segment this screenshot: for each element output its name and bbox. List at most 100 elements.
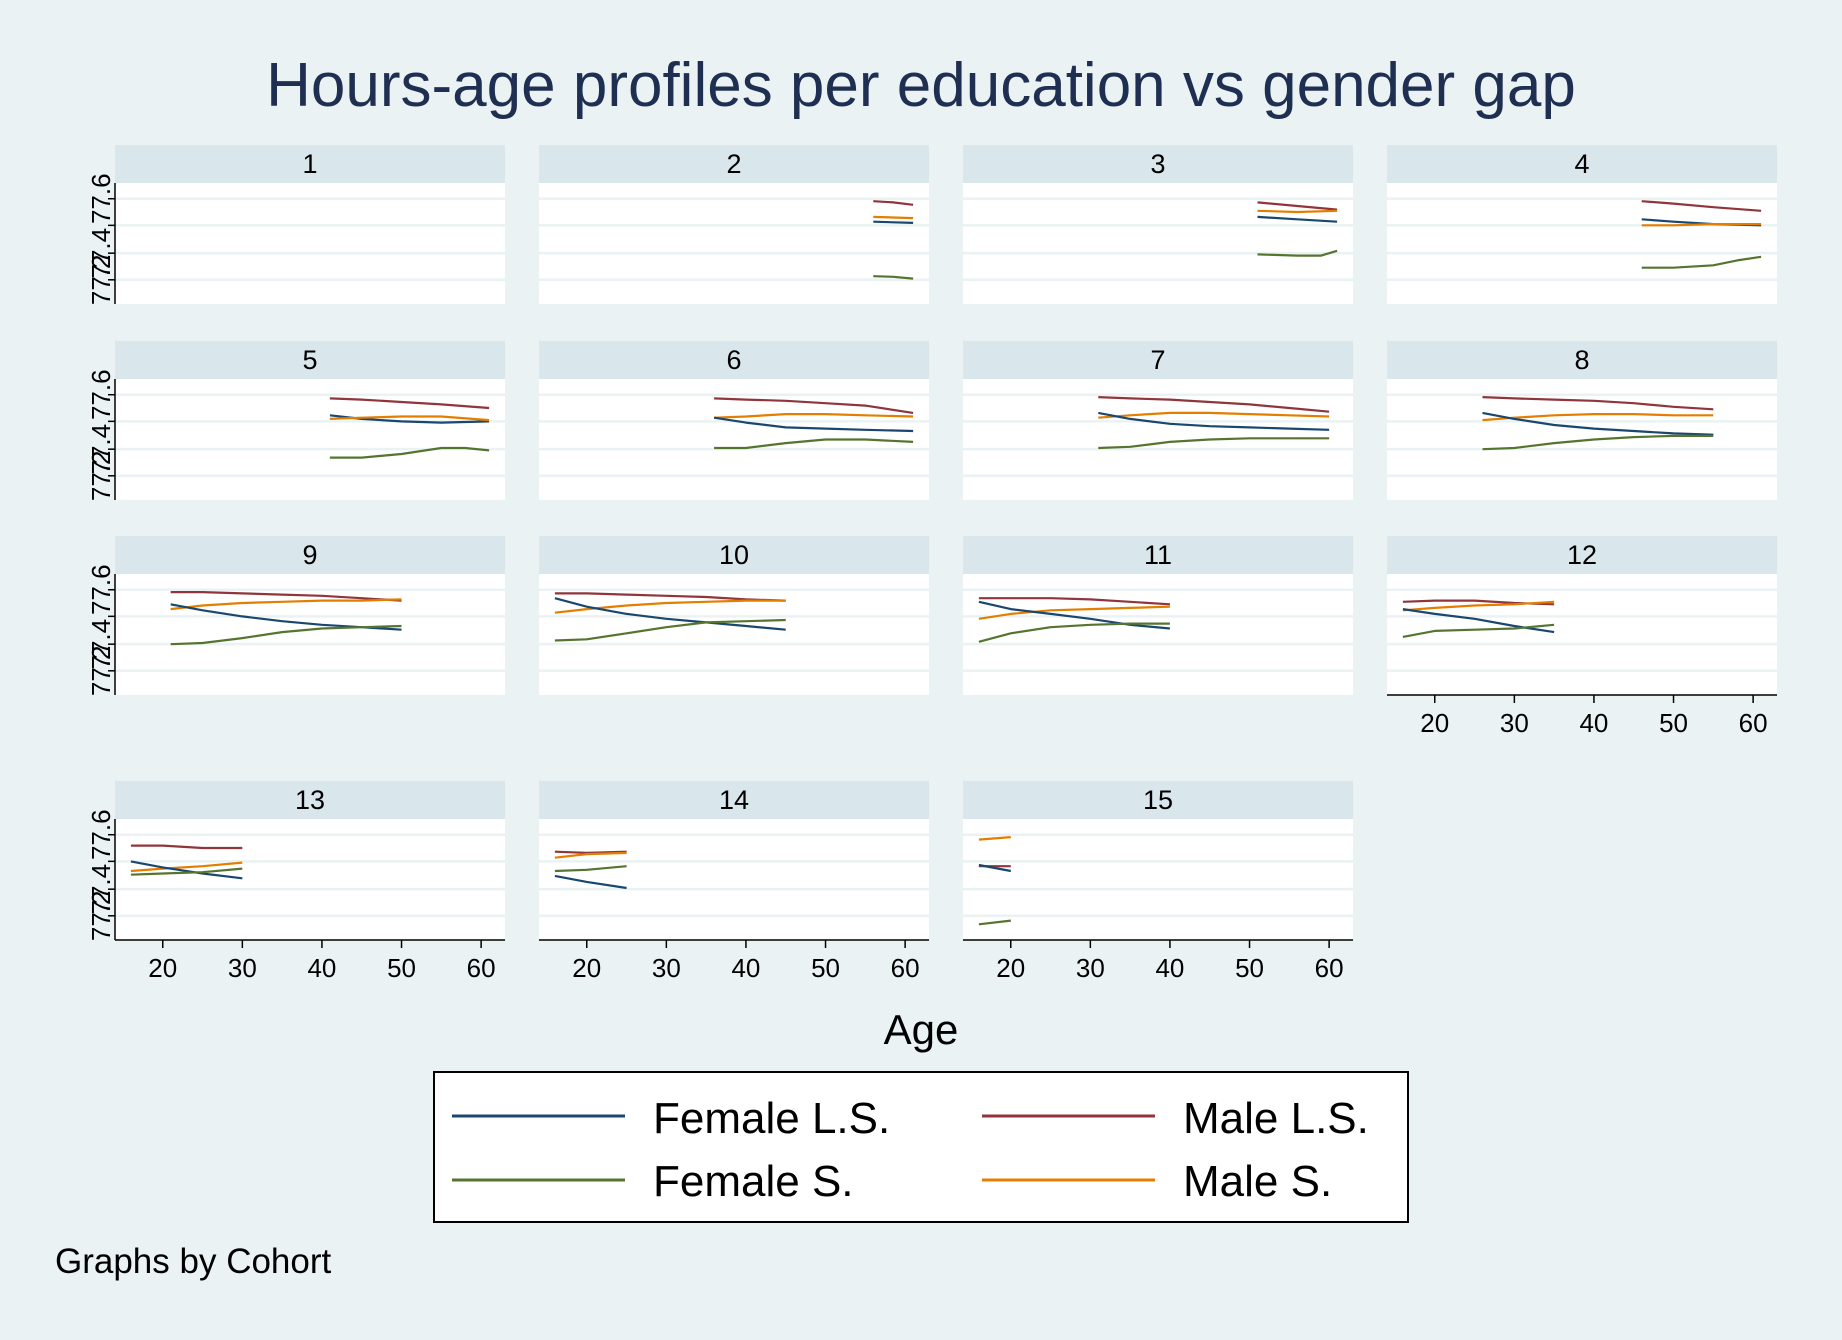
series-line-female-s (873, 275, 914, 280)
x-tick-label: 40 (1579, 708, 1608, 738)
chart-title: Hours-age profiles per education vs gend… (266, 51, 1576, 120)
panel-4: 4 (1387, 145, 1777, 304)
panel-label: 7 (1150, 345, 1165, 375)
series-line-female-l-s (1257, 215, 1338, 223)
panel-strip (115, 145, 505, 183)
panel-11: 11 (963, 536, 1353, 695)
plot-area (115, 379, 505, 500)
legend-item-female-l-s: Female L.S. (452, 1094, 890, 1143)
x-tick-label: 30 (1076, 953, 1105, 983)
y-tick-labels: 77.277.4 77.6 (86, 564, 116, 696)
y-tick-label: 77.6 (86, 809, 116, 860)
panel-6: 6 (539, 341, 929, 500)
series-line-male-s (554, 599, 786, 614)
panel-12: 12 20 30 40 50 60 (1387, 536, 1777, 738)
series-line-male-s (978, 605, 1170, 620)
panel-label: 4 (1574, 149, 1589, 179)
series-line-male-l-s (1098, 396, 1330, 413)
plot-area (1387, 183, 1777, 304)
series-line-male-l-s (1482, 396, 1714, 411)
series-line-female-s (170, 624, 402, 646)
series-line-female-s (1641, 255, 1762, 269)
legend-label: Female L.S. (653, 1094, 890, 1143)
series-line-male-s (978, 836, 1011, 841)
panel-strip (963, 145, 1353, 183)
plot-area (963, 379, 1353, 500)
panel-strip (963, 341, 1353, 379)
x-tick-label: 50 (387, 953, 416, 983)
plot-area (963, 574, 1353, 695)
series-line-male-l-s (170, 590, 402, 602)
panel-label: 14 (719, 785, 749, 815)
series-line-female-s (130, 867, 243, 876)
plot-area (963, 183, 1353, 304)
panel-13: 13 77.277.4 77.6 20 30 40 50 60 (86, 781, 505, 983)
panel-strip (1387, 341, 1777, 379)
x-axis-title: Age (884, 1006, 959, 1053)
panel-14: 14 20 30 40 50 60 (539, 781, 929, 983)
y-tick-labels: 77.277.4 77.6 (86, 173, 116, 305)
series-line-female-s (554, 618, 786, 642)
series-line-male-l-s (130, 844, 243, 850)
panel-5: 5 77.277.4 77.6 (86, 341, 505, 501)
panel-strip (1387, 536, 1777, 574)
panel-15: 15 20 30 40 50 60 (963, 781, 1353, 983)
series-line-female-s (714, 438, 914, 450)
panel-label: 5 (302, 345, 317, 375)
legend: Female L.S. Male L.S. Female S. Male S. (433, 1071, 1409, 1223)
y-tick-label: 77.2 (86, 450, 116, 501)
panel-label: 6 (726, 345, 741, 375)
panel-strip (539, 781, 929, 819)
panel-label: 9 (302, 540, 317, 570)
series-line-female-l-s (873, 220, 914, 224)
x-tick-label: 60 (467, 953, 496, 983)
panel-strip (539, 145, 929, 183)
panel-strip (115, 781, 505, 819)
plot-area (539, 183, 929, 304)
series-line-female-s (978, 622, 1170, 643)
y-tick-label: 77.6 (86, 173, 116, 224)
series-line-male-l-s (554, 850, 627, 855)
series-line-male-l-s (1641, 200, 1762, 212)
y-tick-label: 77.4 (86, 228, 116, 279)
legend-item-male-l-s: Male L.S. (982, 1094, 1369, 1143)
panel-label: 2 (726, 149, 741, 179)
x-tick-label: 40 (731, 953, 760, 983)
panel-strip (1387, 145, 1777, 183)
series-line-female-l-s (554, 597, 786, 631)
legend-item-female-s: Female S. (452, 1157, 854, 1206)
series-line-male-l-s (1257, 201, 1338, 211)
panel-strip (539, 341, 929, 379)
series-line-male-s (554, 851, 627, 859)
y-tick-label: 77.4 (86, 619, 116, 670)
series-line-male-s (1402, 600, 1555, 612)
x-tick-label: 50 (1659, 708, 1688, 738)
series-line-male-s (1482, 413, 1714, 422)
y-tick-label: 77.2 (86, 254, 116, 305)
x-tick-label: 60 (891, 953, 920, 983)
series-line-female-s (1402, 623, 1555, 638)
series-line-female-s (329, 446, 490, 459)
x-tick-label: 20 (1420, 708, 1449, 738)
panel-label: 8 (1574, 345, 1589, 375)
legend-box (433, 1071, 1409, 1223)
panel-label: 3 (1150, 149, 1165, 179)
y-tick-label: 77.4 (86, 864, 116, 915)
series-line-male-l-s (554, 592, 786, 602)
series-line-male-l-s (978, 597, 1170, 606)
legend-label: Male L.S. (1183, 1094, 1369, 1143)
panel-10: 10 (539, 536, 929, 695)
series-line-male-s (1257, 209, 1338, 214)
series-line-female-l-s (713, 416, 914, 433)
series-line-male-s (873, 215, 914, 220)
x-tick-label: 20 (148, 953, 177, 983)
series-line-female-s (1482, 434, 1714, 451)
series-line-male-s (170, 598, 402, 611)
x-tick-label: 60 (1315, 953, 1344, 983)
series-line-male-l-s (714, 397, 914, 414)
series-line-male-s (1641, 223, 1762, 227)
series-line-female-s (554, 865, 627, 873)
y-tick-label: 77.6 (86, 369, 116, 420)
